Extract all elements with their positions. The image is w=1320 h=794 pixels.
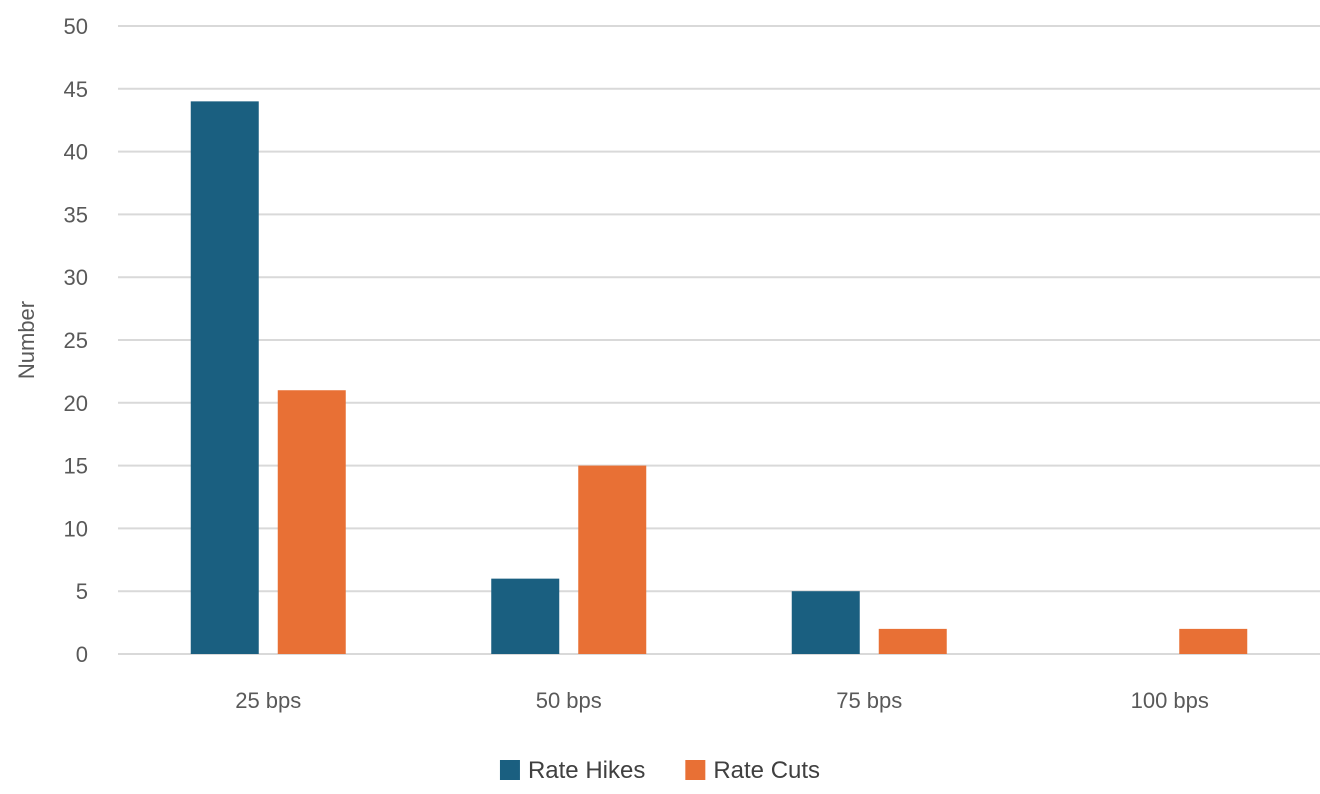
legend: Rate Hikes Rate Cuts — [499, 757, 820, 784]
y-axis-title: Number — [14, 301, 39, 379]
y-tick-label: 40 — [64, 140, 88, 165]
x-tick-label: 50 bps — [536, 688, 602, 713]
bar-rate-hikes — [190, 101, 259, 655]
legend-label: Rate Cuts — [713, 757, 820, 784]
x-tick-label: 100 bps — [1131, 688, 1209, 713]
y-tick-label: 30 — [64, 265, 88, 290]
bar-rate-hikes — [491, 578, 560, 654]
y-tick-label: 25 — [64, 328, 88, 353]
x-axis-tick-labels: 25 bps 50 bps 75 bps 100 bps — [235, 688, 1209, 713]
y-tick-label: 45 — [64, 77, 88, 102]
bars — [190, 101, 1248, 655]
legend-swatch-rate-cuts — [685, 760, 706, 780]
x-tick-label: 25 bps — [235, 688, 301, 713]
y-tick-label: 20 — [64, 391, 88, 416]
bar-rate-hikes — [791, 591, 860, 654]
y-axis-tick-labels: 0 5 10 15 20 25 30 35 40 45 50 — [64, 14, 88, 667]
y-tick-label: 15 — [64, 454, 88, 479]
legend-label: Rate Hikes — [528, 757, 645, 784]
y-tick-label: 0 — [76, 642, 88, 667]
y-tick-label: 50 — [64, 14, 88, 39]
x-tick-label: 75 bps — [836, 688, 902, 713]
y-tick-label: 10 — [64, 516, 88, 541]
y-tick-label: 35 — [64, 202, 88, 227]
bar-rate-cuts — [1179, 628, 1248, 654]
legend-swatch-rate-hikes — [499, 760, 520, 780]
y-tick-label: 5 — [76, 579, 88, 604]
bar-rate-cuts — [578, 465, 647, 654]
bar-rate-cuts — [277, 390, 346, 654]
bar-rate-cuts — [878, 628, 947, 654]
